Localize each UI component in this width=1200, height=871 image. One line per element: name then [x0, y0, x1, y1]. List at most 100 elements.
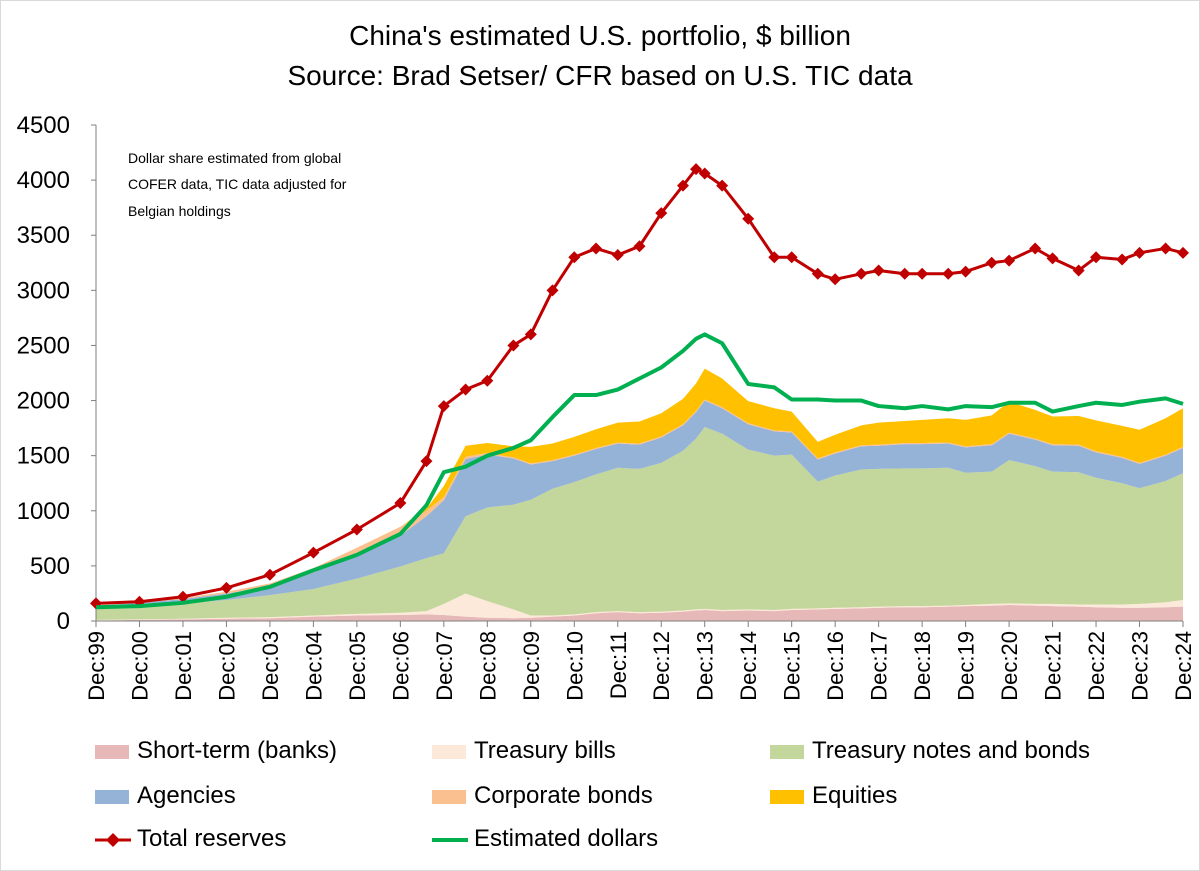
marker-total-reserves — [633, 240, 646, 253]
marker-total-reserves — [742, 212, 755, 225]
marker-total-reserves — [898, 267, 911, 280]
x-tick-label: Dec:09 — [519, 631, 544, 701]
x-tick-label: Dec:23 — [1128, 631, 1153, 701]
x-tick-label: Dec:10 — [562, 631, 587, 701]
marker-total-reserves — [785, 251, 798, 264]
marker-total-reserves — [437, 400, 450, 413]
y-tick-label: 0 — [57, 608, 70, 635]
legend-swatch-treasury-bills — [432, 745, 466, 759]
marker-total-reserves — [716, 179, 729, 192]
legend-label-short-term-banks: Short-term (banks) — [137, 737, 338, 764]
marker-total-reserves — [985, 256, 998, 269]
marker-total-reserves — [855, 267, 868, 280]
area-equities — [96, 368, 1183, 606]
legend-label-estimated-dollars: Estimated dollars — [474, 825, 659, 852]
x-tick-label: Dec:06 — [388, 631, 413, 701]
marker-total-reserves — [1072, 264, 1085, 277]
area-short-term-banks — [96, 605, 1183, 621]
x-tick-label: Dec:08 — [475, 631, 500, 701]
marker-total-reserves — [507, 339, 520, 352]
legend-label-treasury-bills: Treasury bills — [474, 737, 616, 764]
x-tick-label: Dec:13 — [693, 631, 718, 701]
legend-swatch-equities — [770, 790, 804, 804]
marker-total-reserves — [1029, 242, 1042, 255]
x-tick-label: Dec:17 — [867, 631, 892, 701]
marker-total-reserves — [1177, 246, 1189, 259]
x-tick-label: Dec:05 — [345, 631, 370, 701]
marker-total-reserves — [546, 284, 559, 297]
marker-total-reserves — [942, 267, 955, 280]
marker-total-reserves — [811, 267, 824, 280]
x-tick-label: Dec:21 — [1041, 631, 1066, 701]
x-tick-label: Dec:18 — [910, 631, 935, 701]
legend-label-treasury-notes-and-bonds: Treasury notes and bonds — [812, 737, 1090, 764]
y-tick-label: 4000 — [17, 167, 70, 194]
marker-total-reserves — [481, 374, 494, 387]
x-tick-label: Dec:24 — [1171, 631, 1196, 701]
marker-total-reserves — [459, 383, 472, 396]
marker-total-reserves — [1090, 251, 1103, 264]
area-treasury-notes-and-bonds — [96, 427, 1183, 620]
annotation-line-2: COFER data, TIC data adjusted for — [128, 176, 347, 192]
marker-total-reserves — [698, 167, 711, 180]
y-tick-label: 2500 — [17, 332, 70, 359]
marker-total-reserves — [263, 568, 276, 581]
legend-label-agencies: Agencies — [137, 782, 236, 809]
marker-total-reserves — [307, 546, 320, 559]
marker-total-reserves — [690, 163, 703, 176]
y-tick-label: 3500 — [17, 222, 70, 249]
legend-label-corporate-bonds: Corporate bonds — [474, 782, 653, 809]
marker-total-reserves — [176, 590, 189, 603]
legend-swatch-short-term-banks — [95, 745, 129, 759]
marker-total-reserves — [590, 242, 603, 255]
y-tick-label: 4500 — [17, 112, 70, 139]
x-tick-label: Dec:22 — [1084, 631, 1109, 701]
y-tick-label: 1000 — [17, 498, 70, 525]
legend-swatch-treasury-notes-and-bonds — [770, 745, 804, 759]
x-tick-label: Dec:01 — [171, 631, 196, 701]
line-estimated-dollars — [95, 332, 1184, 610]
marker-total-reserves — [1133, 246, 1146, 259]
marker-total-reserves — [959, 265, 972, 278]
y-tick-label: 500 — [30, 553, 70, 580]
marker-total-reserves — [829, 273, 842, 286]
marker-total-reserves — [350, 523, 363, 536]
x-tick-label: Dec:02 — [214, 631, 239, 701]
marker-total-reserves — [1159, 242, 1172, 255]
y-tick-label: 1500 — [17, 443, 70, 470]
marker-total-reserves — [420, 455, 433, 468]
x-tick-label: Dec:15 — [780, 631, 805, 701]
x-tick-label: Dec:99 — [84, 631, 109, 701]
area-treasury-bills — [96, 593, 1183, 621]
marker-total-reserves — [524, 328, 537, 341]
marker-total-reserves — [611, 249, 624, 262]
x-tick-label: Dec:14 — [736, 631, 761, 701]
x-tick-label: Dec:20 — [997, 631, 1022, 701]
marker-total-reserves — [676, 179, 689, 192]
legend-label-total-reserves: Total reserves — [137, 825, 287, 852]
legend-swatch-corporate-bonds — [432, 790, 466, 804]
x-tick-label: Dec:12 — [649, 631, 674, 701]
annotation-line-3: Belgian holdings — [128, 203, 231, 219]
x-tick-label: Dec:04 — [301, 631, 326, 701]
marker-total-reserves — [394, 497, 407, 510]
x-tick-label: Dec:11 — [606, 631, 631, 699]
x-tick-label: Dec:07 — [432, 631, 457, 701]
marker-total-reserves — [916, 267, 929, 280]
chart-title: China's estimated U.S. portfolio, $ bill… — [349, 20, 851, 51]
y-tick-label: 2000 — [17, 388, 70, 415]
marker-total-reserves — [872, 264, 885, 277]
legend-swatch-total-reserves — [95, 833, 131, 847]
marker-total-reserves — [1003, 254, 1016, 267]
marker-total-reserves — [768, 251, 781, 264]
x-tick-label: Dec:19 — [954, 631, 979, 701]
legend-swatch-agencies — [95, 790, 129, 804]
x-tick-label: Dec:16 — [823, 631, 848, 701]
legend-swatch-estimated-dollars — [432, 838, 468, 842]
area-agencies — [96, 400, 1183, 608]
annotation-line-1: Dollar share estimated from global — [128, 150, 342, 166]
x-tick-label: Dec:03 — [258, 631, 283, 701]
marker-total-reserves — [568, 251, 581, 264]
chart-subtitle: Source: Brad Setser/ CFR based on U.S. T… — [287, 60, 913, 91]
